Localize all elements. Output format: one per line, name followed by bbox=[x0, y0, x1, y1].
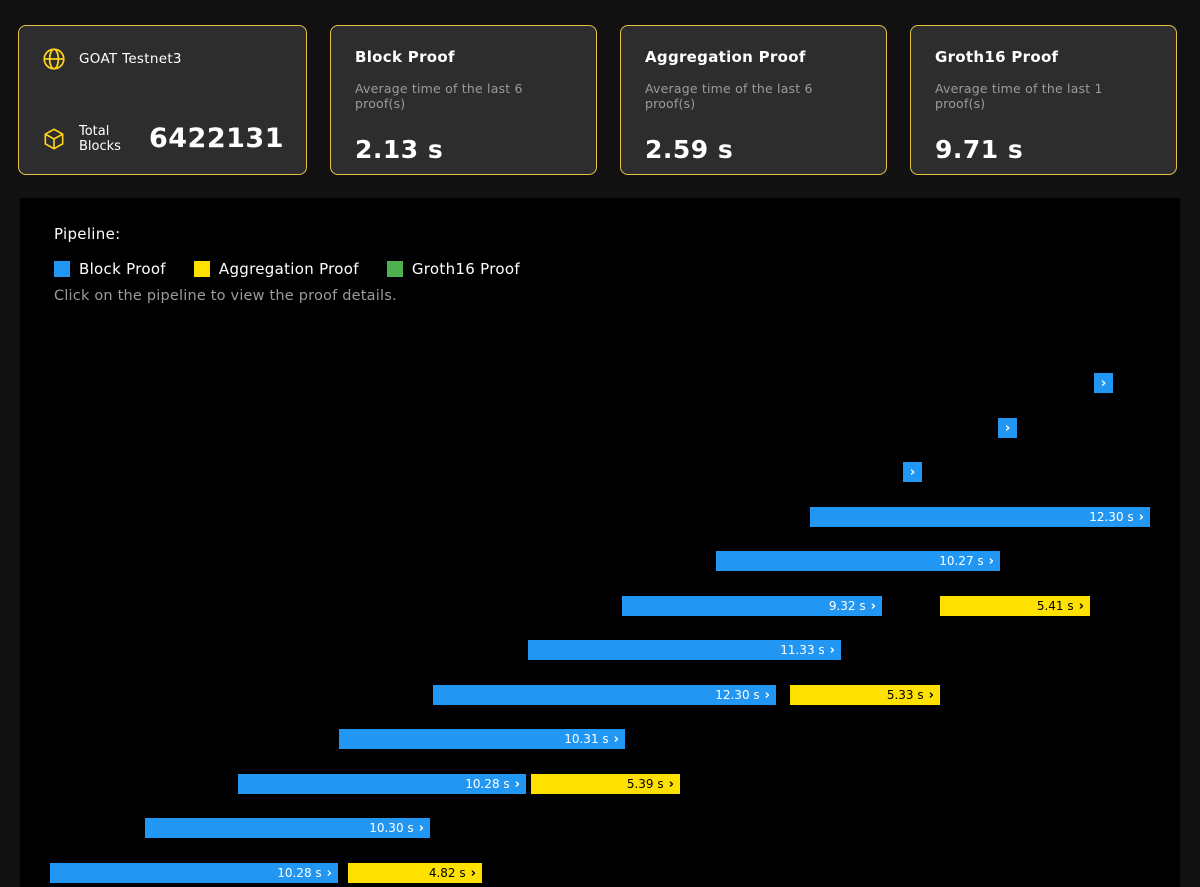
bar-duration-label: 12.30 s bbox=[715, 688, 760, 702]
pipeline-bar-block-proof[interactable]: › bbox=[998, 418, 1017, 438]
bar-duration-label: 10.28 s bbox=[465, 777, 510, 791]
chevron-right-icon: › bbox=[1078, 598, 1084, 614]
groth16-proof-swatch bbox=[386, 261, 403, 277]
stat-subtitle: Average time of the last 6 proof(s) bbox=[645, 81, 813, 111]
bar-duration-label: 4.82 s bbox=[428, 866, 466, 880]
chevron-right-icon: › bbox=[928, 687, 934, 703]
stat-subtitle: Average time of the last 1 proof(s) bbox=[935, 81, 1103, 111]
chevron-right-icon: › bbox=[470, 865, 476, 881]
bar-duration-label: 10.27 s bbox=[939, 554, 984, 568]
cube-icon bbox=[41, 126, 67, 152]
chevron-right-icon: › bbox=[764, 687, 770, 703]
pipeline-bar-aggregation-proof[interactable]: 5.33 s › bbox=[790, 685, 940, 705]
pipeline-legend: Block Proof Aggregation Proof Groth16 Pr… bbox=[54, 260, 520, 278]
pipeline-bar-block-proof[interactable]: 10.31 s › bbox=[339, 729, 625, 749]
bar-duration-label: 10.31 s bbox=[564, 732, 609, 746]
stat-card-aggregation-proof: Aggregation Proof Average time of the la… bbox=[620, 25, 887, 175]
stat-value: 2.13 s bbox=[355, 135, 444, 164]
stat-value: 9.71 s bbox=[935, 135, 1024, 164]
bar-duration-label: 12.30 s bbox=[1089, 510, 1134, 524]
pipeline-hint: Click on the pipeline to view the proof … bbox=[54, 288, 397, 304]
block-proof-swatch bbox=[54, 261, 70, 277]
bar-duration-label: 5.33 s bbox=[886, 688, 924, 702]
legend-label: Block Proof bbox=[79, 260, 166, 278]
stat-value: 2.59 s bbox=[645, 135, 734, 164]
legend-label: Groth16 Proof bbox=[411, 260, 520, 278]
pipeline-bar-block-proof[interactable]: 10.30 s › bbox=[145, 818, 430, 838]
bar-duration-label: 5.41 s bbox=[1036, 599, 1074, 613]
legend-item-aggregation-proof: Aggregation Proof bbox=[193, 260, 359, 278]
chevron-right-icon: › bbox=[1138, 509, 1144, 525]
aggregation-proof-swatch bbox=[193, 261, 210, 277]
pipeline-bar-block-proof[interactable]: 10.27 s › bbox=[716, 551, 1000, 571]
legend-label: Aggregation Proof bbox=[218, 260, 359, 278]
network-card: GOAT Testnet3 Total Blocks 6422131 bbox=[18, 25, 307, 175]
stat-subtitle: Average time of the last 6 proof(s) bbox=[355, 81, 523, 111]
bar-duration-label: 11.33 s bbox=[780, 643, 825, 657]
stats-header: GOAT Testnet3 Total Blocks 6422131 Block… bbox=[0, 0, 1200, 175]
bar-duration-label: 5.39 s bbox=[626, 777, 664, 791]
total-blocks-value: 6422131 bbox=[148, 123, 284, 154]
stat-title: Groth16 Proof bbox=[935, 48, 1059, 66]
pipeline-bar-aggregation-proof[interactable]: 5.41 s › bbox=[940, 596, 1090, 616]
chevron-right-icon: › bbox=[909, 464, 916, 480]
chevron-right-icon: › bbox=[1100, 375, 1107, 391]
pipeline-bar-block-proof[interactable]: › bbox=[1094, 373, 1113, 393]
network-row: GOAT Testnet3 bbox=[41, 46, 284, 72]
pipeline-bar-block-proof[interactable]: 10.28 s › bbox=[50, 863, 338, 883]
chevron-right-icon: › bbox=[988, 553, 994, 569]
pipeline-bar-aggregation-proof[interactable]: 4.82 s › bbox=[348, 863, 482, 883]
pipeline-bar-block-proof[interactable]: 11.33 s › bbox=[528, 640, 841, 660]
total-blocks-label: Total Blocks bbox=[79, 123, 121, 154]
chevron-right-icon: › bbox=[829, 642, 835, 658]
pipeline-panel: Pipeline: Block Proof Aggregation Proof … bbox=[20, 198, 1180, 887]
network-name: GOAT Testnet3 bbox=[79, 51, 182, 67]
bar-duration-label: 9.32 s bbox=[828, 599, 866, 613]
chevron-right-icon: › bbox=[326, 865, 332, 881]
bar-duration-label: 10.30 s bbox=[369, 821, 414, 835]
chevron-right-icon: › bbox=[1004, 420, 1011, 436]
pipeline-rows: › › › 12.30 s › 10.27 s › 9.32 s › 5.41 s › 11.33 s… bbox=[20, 198, 1180, 887]
total-blocks-row: Total Blocks 6422131 bbox=[41, 123, 284, 154]
chevron-right-icon: › bbox=[613, 731, 619, 747]
chevron-right-icon: › bbox=[418, 820, 424, 836]
stat-title: Aggregation Proof bbox=[645, 48, 806, 66]
pipeline-bar-block-proof[interactable]: 12.30 s › bbox=[810, 507, 1150, 527]
pipeline-bar-block-proof[interactable]: › bbox=[903, 462, 922, 482]
chevron-right-icon: › bbox=[668, 776, 674, 792]
stat-card-groth16-proof: Groth16 Proof Average time of the last 1… bbox=[910, 25, 1177, 175]
pipeline-label: Pipeline: bbox=[54, 225, 121, 243]
globe-icon bbox=[41, 46, 67, 72]
stat-card-block-proof: Block Proof Average time of the last 6 p… bbox=[330, 25, 597, 175]
chevron-right-icon: › bbox=[514, 776, 520, 792]
pipeline-bar-block-proof[interactable]: 10.28 s › bbox=[238, 774, 526, 794]
pipeline-bar-block-proof[interactable]: 12.30 s › bbox=[433, 685, 776, 705]
legend-item-block-proof: Block Proof bbox=[54, 260, 166, 278]
pipeline-bar-aggregation-proof[interactable]: 5.39 s › bbox=[531, 774, 680, 794]
chevron-right-icon: › bbox=[870, 598, 876, 614]
legend-item-groth16-proof: Groth16 Proof bbox=[386, 260, 520, 278]
pipeline-bar-block-proof[interactable]: 9.32 s › bbox=[622, 596, 882, 616]
stat-title: Block Proof bbox=[355, 48, 455, 66]
bar-duration-label: 10.28 s bbox=[277, 866, 322, 880]
